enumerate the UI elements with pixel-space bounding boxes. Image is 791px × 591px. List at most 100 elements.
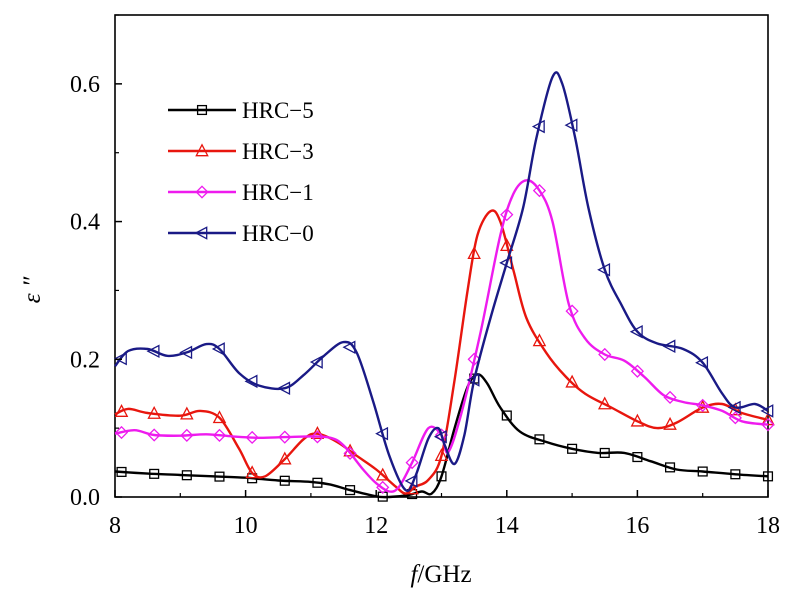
triangle-marker [114, 404, 129, 417]
legend-label: HRC−5 [242, 98, 314, 123]
triangle-marker [532, 333, 547, 347]
square-marker [436, 471, 447, 482]
y-axis: 0.0 0.2 0.4 0.6 [70, 14, 122, 511]
triangle-left-marker [760, 404, 774, 418]
series-line [114, 71, 769, 493]
diamond-marker [180, 428, 194, 442]
triangle-marker [212, 410, 227, 424]
triangle-marker [630, 413, 645, 427]
triangle-marker [147, 405, 161, 419]
triangle-left-marker [244, 374, 258, 389]
square-marker [501, 410, 512, 421]
triangle-marker [500, 238, 514, 252]
legend-label: HRC−3 [242, 139, 314, 164]
diamond-marker [278, 430, 292, 444]
x-tick-label: 10 [234, 513, 258, 539]
diamond-marker [114, 425, 129, 440]
y-axis-label: ε ″ [19, 276, 46, 303]
triangle-marker [180, 406, 194, 420]
triangle-left-marker [146, 344, 160, 359]
triangle-left-marker [194, 226, 208, 240]
triangle-left-marker [277, 381, 291, 395]
square-marker [345, 485, 356, 496]
legend: HRC−5 HRC−3 HRC−1 HRC−0 [168, 98, 314, 246]
legend-label: HRC−0 [242, 221, 314, 246]
x-axis-label: f/GHz [410, 561, 471, 588]
legend-entry: HRC−1 [168, 180, 314, 205]
square-marker [116, 466, 127, 477]
square-marker [665, 462, 676, 473]
square-marker [149, 468, 160, 479]
triangle-left-marker [309, 355, 323, 369]
diamond-marker [405, 455, 419, 470]
triangle-marker [565, 374, 579, 388]
triangle-left-marker [179, 345, 193, 360]
diamond-marker [696, 398, 710, 413]
diamond-marker [761, 418, 775, 432]
legend-entry: HRC−0 [168, 221, 314, 246]
triangle-left-marker [404, 474, 418, 488]
triangle-left-marker [597, 262, 611, 277]
square-marker [697, 466, 708, 477]
y-tick-label: 0.0 [70, 485, 100, 511]
diamond-marker [212, 428, 227, 442]
x-tick-label: 16 [625, 513, 649, 539]
legend-label: HRC−1 [242, 180, 314, 205]
triangle-left-marker [727, 400, 741, 415]
triangle-marker [663, 416, 677, 430]
square-marker [214, 471, 225, 482]
diamond-marker [434, 428, 449, 442]
triangle-marker [278, 451, 292, 465]
legend-entry: HRC−3 [168, 139, 314, 164]
square-marker [181, 470, 192, 481]
triangle-marker [245, 465, 259, 479]
diamond-marker [598, 347, 612, 362]
triangle-left-marker [466, 373, 480, 387]
diamond-marker [565, 304, 579, 318]
triangle-left-marker [499, 256, 513, 270]
triangle-left-marker [433, 429, 447, 444]
y-tick-label: 0.6 [70, 72, 100, 98]
square-marker [632, 452, 643, 463]
x-tick-label: 14 [495, 513, 519, 539]
series-line [114, 209, 769, 495]
x-tick-label: 12 [364, 513, 388, 539]
diamond-marker [630, 364, 645, 378]
square-marker [599, 447, 610, 458]
series-line [114, 179, 769, 493]
diamond-marker [343, 446, 357, 461]
series-3 [114, 179, 775, 494]
diamond-marker [663, 390, 677, 405]
square-marker [279, 475, 290, 486]
diamond-marker [500, 208, 514, 222]
diamond-marker [310, 430, 325, 444]
triangle-marker [467, 246, 481, 260]
triangle-marker [597, 396, 612, 410]
triangle-left-marker [662, 339, 676, 353]
diamond-marker [147, 428, 161, 442]
x-axis-label-italic: f [410, 561, 420, 588]
diamond-marker [195, 185, 209, 199]
triangle-left-marker [629, 324, 643, 339]
triangle-marker [375, 467, 390, 481]
plot-area [113, 14, 775, 502]
square-marker [312, 477, 323, 488]
diamond-marker [467, 352, 481, 366]
diamond-marker [245, 430, 259, 445]
triangle-left-marker [375, 426, 389, 441]
x-axis: 8 10 12 14 16 18 [109, 490, 780, 539]
triangle-left-marker [531, 119, 545, 134]
y-tick-label: 0.4 [70, 210, 100, 236]
square-marker [762, 471, 774, 482]
x-tick-label: 18 [756, 513, 780, 539]
square-marker [196, 104, 208, 116]
series-layer [113, 71, 775, 502]
triangle-left-marker [342, 340, 356, 355]
series-4 [113, 71, 774, 493]
square-marker [534, 434, 545, 445]
diamond-marker [376, 480, 390, 494]
square-marker [567, 443, 578, 454]
y-tick-label: 0.2 [70, 347, 100, 373]
triangle-left-marker [211, 342, 225, 356]
